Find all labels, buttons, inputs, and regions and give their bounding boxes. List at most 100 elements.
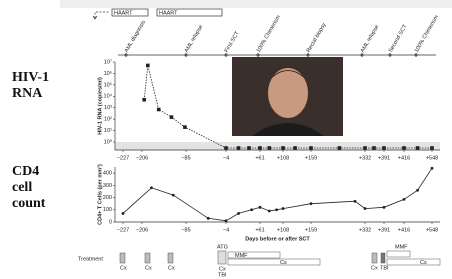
x-tick-label: +108 <box>277 227 289 233</box>
haart-label: HAART <box>159 10 178 16</box>
x-tick-label: −85 <box>181 227 190 233</box>
header-band <box>60 0 452 8</box>
data-point <box>122 212 125 215</box>
data-point <box>431 167 434 170</box>
data-point <box>372 146 376 150</box>
data-point <box>259 206 262 209</box>
treatment-item: ATG <box>217 244 228 250</box>
x-tick-label: +159 <box>305 155 317 161</box>
data-point <box>416 146 420 150</box>
data-point <box>338 146 342 150</box>
x-tick-label: +391 <box>378 155 390 161</box>
x-tick-label: −206 <box>136 227 148 233</box>
treatment-item: Cx <box>371 265 378 271</box>
side-label: CD4 <box>12 164 39 179</box>
data-point <box>183 125 187 129</box>
photo <box>232 57 343 136</box>
x-tick-label: +548 <box>426 227 438 233</box>
data-point <box>309 146 313 150</box>
data-point <box>293 146 297 150</box>
data-point <box>403 198 406 201</box>
y-tick-label: 0 <box>109 219 112 225</box>
data-point <box>258 146 262 150</box>
treatment-item: MMF <box>395 244 408 250</box>
data-point <box>416 189 419 192</box>
data-point <box>250 208 253 211</box>
data-point <box>310 202 313 205</box>
data-point <box>267 146 271 150</box>
data-point <box>146 64 150 68</box>
haart-label: HAART <box>114 10 133 16</box>
y-tick-label: 400 <box>103 171 112 177</box>
x-tick-label: −227 <box>117 155 129 161</box>
treatment-item: Cs <box>420 260 427 266</box>
data-point <box>268 210 271 213</box>
data-point <box>157 108 161 112</box>
y-tick-label: 10² <box>104 117 112 123</box>
y-tick-label: 10⁵ <box>104 81 112 88</box>
y-tick-label: 10¹ <box>104 128 112 134</box>
y-axis-title: HIV-1 RNA (copies/ml) <box>97 77 103 135</box>
figure: HIV-1 RNA CD4 cell count HAART HAART Tre… <box>0 0 452 279</box>
treatment-item: Cx <box>145 265 152 271</box>
treatment-item: MMF <box>235 253 248 259</box>
data-point <box>247 146 251 150</box>
x-tick-label: +332 <box>359 227 371 233</box>
x-tick-label: −4 <box>223 227 229 233</box>
x-tick-label: +391 <box>378 227 390 233</box>
side-label: HIV-1 <box>12 70 49 85</box>
y-tick-label: 10⁰ <box>104 138 113 145</box>
treatment-item: TBI <box>218 272 227 278</box>
x-tick-label: +159 <box>305 227 317 233</box>
data-point <box>237 212 240 215</box>
x-tick-label: +108 <box>277 155 289 161</box>
treatment-label: Treatment <box>78 256 103 262</box>
treatment-item: Cs <box>280 260 287 266</box>
x-tick-label: −4 <box>223 155 229 161</box>
x-tick-label: +332 <box>359 155 371 161</box>
side-label: count <box>12 196 46 211</box>
treatment-item: Cx <box>120 265 127 271</box>
data-point <box>150 186 153 189</box>
y-tick-label: 10⁶ <box>104 70 112 77</box>
x-tick-label: +61 <box>255 227 264 233</box>
data-point <box>382 146 386 150</box>
treatment-item: Cx <box>168 265 175 271</box>
y-tick-label: 10³ <box>104 105 112 111</box>
data-point <box>281 146 285 150</box>
x-tick-label: +416 <box>398 227 410 233</box>
y-tick-label: 10⁴ <box>104 93 113 100</box>
data-point <box>383 206 386 209</box>
data-point <box>142 98 146 102</box>
side-label: RNA <box>12 86 43 101</box>
y-tick-label: 10⁷ <box>104 58 112 65</box>
x-tick-label: +416 <box>398 155 410 161</box>
data-point <box>282 207 285 210</box>
data-point <box>225 219 228 222</box>
data-point <box>430 146 434 150</box>
x-tick-label: +61 <box>255 155 264 161</box>
data-point <box>363 146 367 150</box>
y-axis-title: CD4+ T Cells (per mm³) <box>96 164 103 225</box>
y-tick-label: 300 <box>103 183 112 189</box>
data-point <box>364 207 367 210</box>
data-point <box>170 115 174 119</box>
x-tick-label: −206 <box>136 155 148 161</box>
x-tick-label: −227 <box>117 227 129 233</box>
side-label: cell <box>12 180 32 195</box>
x-axis-title: Days before or after SCT <box>245 236 310 242</box>
y-tick-label: 100 <box>103 207 112 213</box>
data-point <box>402 146 406 150</box>
x-tick-label: +548 <box>426 155 438 161</box>
data-point <box>172 194 175 197</box>
detection-band <box>115 142 440 150</box>
data-point <box>207 217 210 220</box>
data-point <box>224 146 228 150</box>
x-tick-label: −85 <box>181 155 190 161</box>
data-point <box>237 146 241 150</box>
background <box>0 0 452 279</box>
treatment-item: TBI <box>380 265 389 271</box>
data-point <box>354 200 357 203</box>
data-point <box>275 208 278 211</box>
y-tick-label: 200 <box>103 195 112 201</box>
